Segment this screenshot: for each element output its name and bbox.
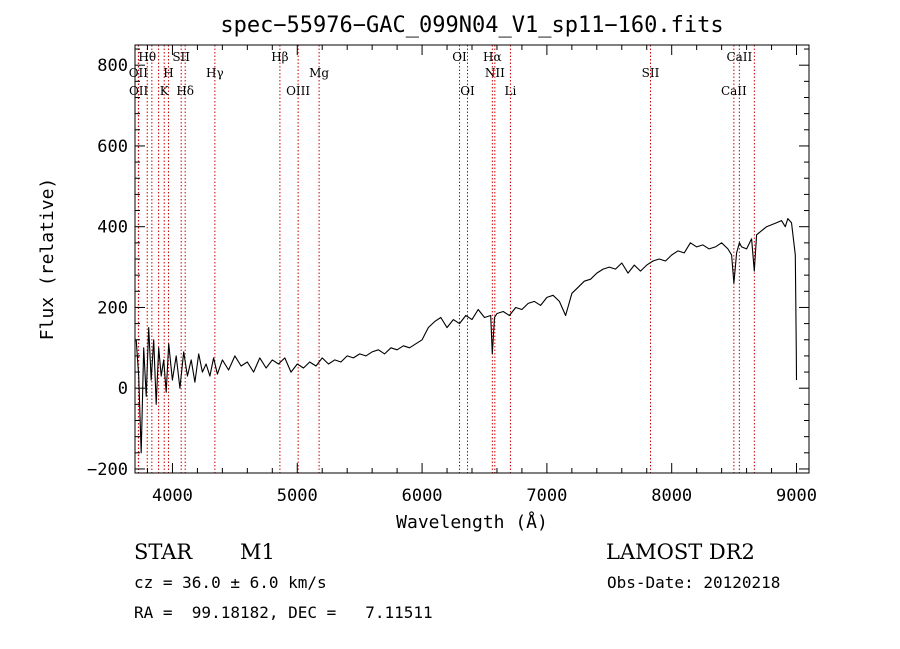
y-tick-label: 0 bbox=[118, 379, 128, 399]
y-tick-label: 800 bbox=[97, 56, 128, 76]
y-tick-label: 200 bbox=[97, 298, 128, 318]
spectral-line-label: SII bbox=[642, 66, 660, 80]
spectral-line-markers bbox=[137, 45, 755, 473]
ra-dec-readout: RA = 99.18182, DEC = 7.11511 bbox=[134, 603, 433, 622]
x-tick-label: 6000 bbox=[402, 486, 443, 506]
redshift-readout: cz = 36.0 ± 6.0 km/s bbox=[134, 573, 327, 592]
x-axis-label: Wavelength (Å) bbox=[396, 511, 548, 533]
x-tick-label: 9000 bbox=[776, 486, 817, 506]
y-tick-label: 400 bbox=[97, 218, 128, 238]
spectral-line-label: Hα bbox=[483, 50, 502, 64]
observation-date: Obs-Date: 20120218 bbox=[607, 573, 781, 592]
y-axis-label: Flux (relative) bbox=[37, 178, 58, 341]
object-subclass: M1 bbox=[240, 540, 275, 564]
y-tick-label: 600 bbox=[97, 137, 128, 157]
x-tick-label: 4000 bbox=[152, 486, 193, 506]
x-tick-label: 7000 bbox=[526, 486, 567, 506]
spectral-line-label: OII bbox=[129, 66, 149, 80]
spectral-line-label: Hθ bbox=[138, 50, 156, 64]
axes: 4000 5000 6000 7000 8000 9000 −200 0 200 400 600 80… bbox=[87, 45, 817, 506]
spectral-line-label: Hβ bbox=[271, 50, 288, 64]
survey-name: LAMOST DR2 bbox=[606, 540, 755, 564]
spectral-line-label: Li bbox=[505, 84, 517, 98]
object-class: STAR bbox=[134, 540, 193, 564]
spectrum-line bbox=[135, 218, 798, 454]
spectral-line-label: Hδ bbox=[176, 84, 194, 98]
spectral-line-label: CaII bbox=[726, 50, 752, 64]
spectral-line-label: K bbox=[160, 84, 170, 98]
spectral-line-label: NII bbox=[485, 66, 505, 80]
chart-title: spec−55976−GAC_099N04_V1_sp11−160.fits bbox=[220, 13, 723, 38]
spectral-line-label: Mg bbox=[309, 66, 329, 80]
y-tick-label: −200 bbox=[87, 460, 128, 480]
spectral-line-label: OII bbox=[129, 84, 149, 98]
spectral-line-label: OIII bbox=[286, 84, 310, 98]
x-tick-label: 8000 bbox=[651, 486, 692, 506]
spectral-line-label: Hγ bbox=[206, 66, 224, 80]
x-tick-label: 5000 bbox=[277, 486, 318, 506]
spectral-line-label: CaII bbox=[721, 84, 747, 98]
spectral-line-label: SII bbox=[172, 50, 190, 64]
plot-frame bbox=[134, 44, 810, 474]
spectral-line-label: OI bbox=[452, 50, 467, 64]
series-layer bbox=[135, 218, 798, 454]
spectral-line-label: H bbox=[163, 66, 173, 80]
spectral-line-label: OI bbox=[460, 84, 475, 98]
